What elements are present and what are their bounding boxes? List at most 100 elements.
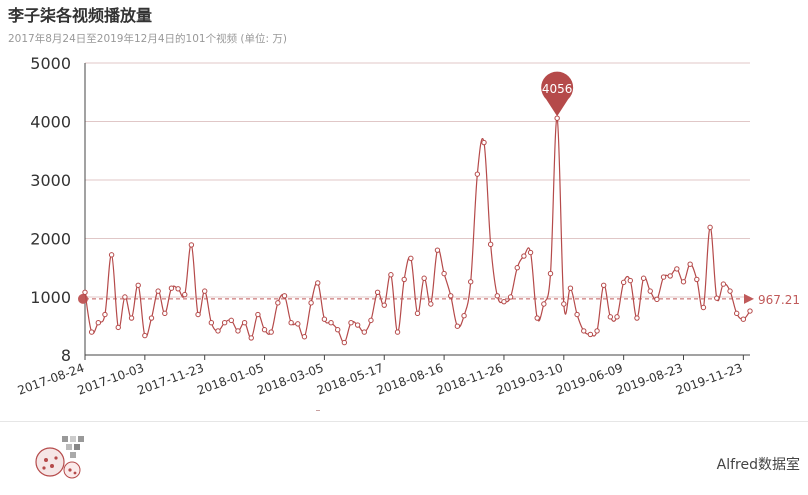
x-tick-label: 2018-08-16: [375, 361, 445, 398]
data-point: [507, 294, 514, 300]
brand-name: Alfred数据室: [716, 457, 800, 473]
data-point: [454, 323, 461, 329]
data-point: [288, 320, 294, 326]
data-point: [381, 302, 387, 308]
data-point: [461, 312, 467, 319]
data-point: [188, 242, 195, 248]
data-point: [620, 279, 627, 286]
data-point: [175, 286, 181, 292]
data-point: [235, 328, 241, 334]
data-point: [115, 324, 121, 331]
data-point: [295, 321, 301, 327]
data-point: [374, 289, 381, 295]
data-point: [182, 291, 188, 298]
data-point: [341, 339, 348, 346]
data-point: [408, 255, 414, 262]
chart-title: 李子柒各视频播放量: [8, 6, 153, 25]
data-point: [700, 304, 707, 311]
data-point: [481, 139, 487, 146]
data-point: [494, 293, 500, 299]
x-tick-label: 2017-08-24: [16, 361, 86, 398]
data-point: [740, 316, 747, 322]
data-point: [388, 272, 394, 278]
data-point: [95, 320, 102, 326]
data-point: [128, 315, 135, 321]
data-point: [561, 301, 567, 307]
data-point: [747, 308, 753, 314]
max-pin-marker: [541, 71, 574, 117]
data-point: [601, 282, 607, 288]
data-point: [248, 335, 254, 341]
data-point: [261, 327, 268, 333]
data-point: [567, 285, 574, 291]
data-point: [108, 252, 115, 258]
mean-line-group: 967.21: [78, 293, 800, 307]
data-point: [694, 276, 700, 283]
data-point: [315, 280, 321, 286]
data-point: [627, 277, 633, 284]
data-point: [155, 288, 161, 294]
data-point: [660, 274, 667, 280]
data-point: [202, 288, 208, 294]
x-tick-label: 2019-06-09: [554, 361, 624, 398]
mean-line-label: 967.21: [758, 293, 800, 307]
x-tick-label: 2019-03-10: [494, 361, 564, 398]
data-point: [594, 328, 600, 334]
grid-lines: [85, 62, 750, 298]
y-tick-label: 5000: [30, 54, 71, 73]
data-point: [647, 288, 653, 294]
data-point: [474, 171, 481, 177]
data-point: [102, 311, 108, 318]
data-point: [680, 279, 687, 285]
data-point: [328, 320, 334, 326]
series-line: [84, 117, 751, 344]
y-tick-label: 4000: [30, 112, 71, 131]
y-tick-label: 2000: [30, 229, 71, 248]
data-point: [714, 295, 720, 301]
data-point: [527, 249, 534, 256]
data-point: [82, 289, 88, 295]
x-tick-label: 2019-11-23: [674, 361, 744, 398]
data-point: [667, 273, 673, 279]
data-point: [135, 282, 141, 288]
data-point: [354, 322, 361, 328]
data-point: [541, 301, 547, 307]
data-point: [634, 315, 640, 321]
data-point: [401, 276, 407, 283]
data-point: [654, 296, 660, 303]
y-tick-label: 3000: [30, 171, 71, 190]
data-point: [414, 310, 421, 317]
data-point: [547, 270, 554, 277]
data-point: [734, 310, 740, 317]
data-point: [514, 265, 520, 271]
data-point: [448, 293, 454, 299]
data-point: [221, 320, 228, 326]
line-chart: 8 1000 2000 3000 4000 5000 2017-08-242017-10-0…: [16, 54, 800, 398]
data-point: [574, 311, 580, 318]
x-tick-label: 2018-11-26: [435, 361, 505, 398]
x-tick-label: 2017-10-03: [76, 361, 146, 398]
data-point: [241, 320, 248, 326]
data-point: [228, 317, 235, 324]
data-point: [162, 310, 168, 317]
footer-divider: [0, 421, 808, 422]
x-tick-label: 2018-03-05: [255, 361, 325, 398]
data-point: [534, 315, 540, 321]
data-point: [88, 329, 95, 335]
x-tick-label: 2019-08-23: [614, 361, 684, 398]
data-point: [727, 288, 733, 294]
data-point: [614, 314, 620, 320]
max-marker-group: 4056: [541, 71, 574, 117]
data-point: [720, 281, 727, 287]
divider-tick: [316, 410, 320, 411]
data-point: [501, 298, 507, 305]
data-point: [148, 315, 155, 321]
data-point: [521, 253, 527, 259]
data-point: [581, 328, 587, 334]
data-point: [587, 331, 594, 338]
data-point: [215, 328, 221, 334]
data-point: [361, 329, 367, 335]
x-tick-label: 2017-11-23: [135, 361, 205, 398]
y-tick-label: 8: [61, 346, 71, 365]
data-point: [687, 261, 693, 267]
